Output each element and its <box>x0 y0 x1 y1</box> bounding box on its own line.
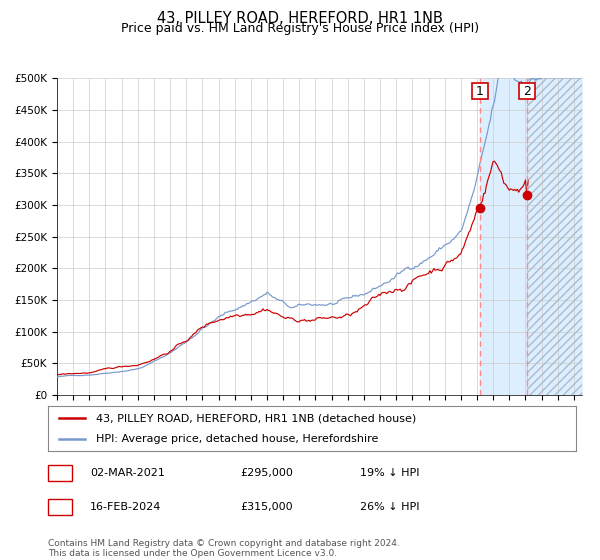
Text: £315,000: £315,000 <box>240 502 293 512</box>
Text: 16-FEB-2024: 16-FEB-2024 <box>90 502 161 512</box>
Text: 43, PILLEY ROAD, HEREFORD, HR1 1NB: 43, PILLEY ROAD, HEREFORD, HR1 1NB <box>157 11 443 26</box>
Text: Contains HM Land Registry data © Crown copyright and database right 2024.
This d: Contains HM Land Registry data © Crown c… <box>48 539 400 558</box>
Text: 26% ↓ HPI: 26% ↓ HPI <box>360 502 419 512</box>
Text: 1: 1 <box>476 85 484 97</box>
Bar <box>479 78 527 395</box>
Text: 1: 1 <box>56 466 64 480</box>
Text: 2: 2 <box>523 85 532 97</box>
Text: 43, PILLEY ROAD, HEREFORD, HR1 1NB (detached house): 43, PILLEY ROAD, HEREFORD, HR1 1NB (deta… <box>95 413 416 423</box>
FancyBboxPatch shape <box>520 83 535 99</box>
Text: 02-MAR-2021: 02-MAR-2021 <box>90 468 165 478</box>
Text: Price paid vs. HM Land Registry's House Price Index (HPI): Price paid vs. HM Land Registry's House … <box>121 22 479 35</box>
Text: £295,000: £295,000 <box>240 468 293 478</box>
Text: 19% ↓ HPI: 19% ↓ HPI <box>360 468 419 478</box>
Text: HPI: Average price, detached house, Herefordshire: HPI: Average price, detached house, Here… <box>95 433 378 444</box>
Text: 2: 2 <box>56 500 64 514</box>
FancyBboxPatch shape <box>472 83 488 99</box>
